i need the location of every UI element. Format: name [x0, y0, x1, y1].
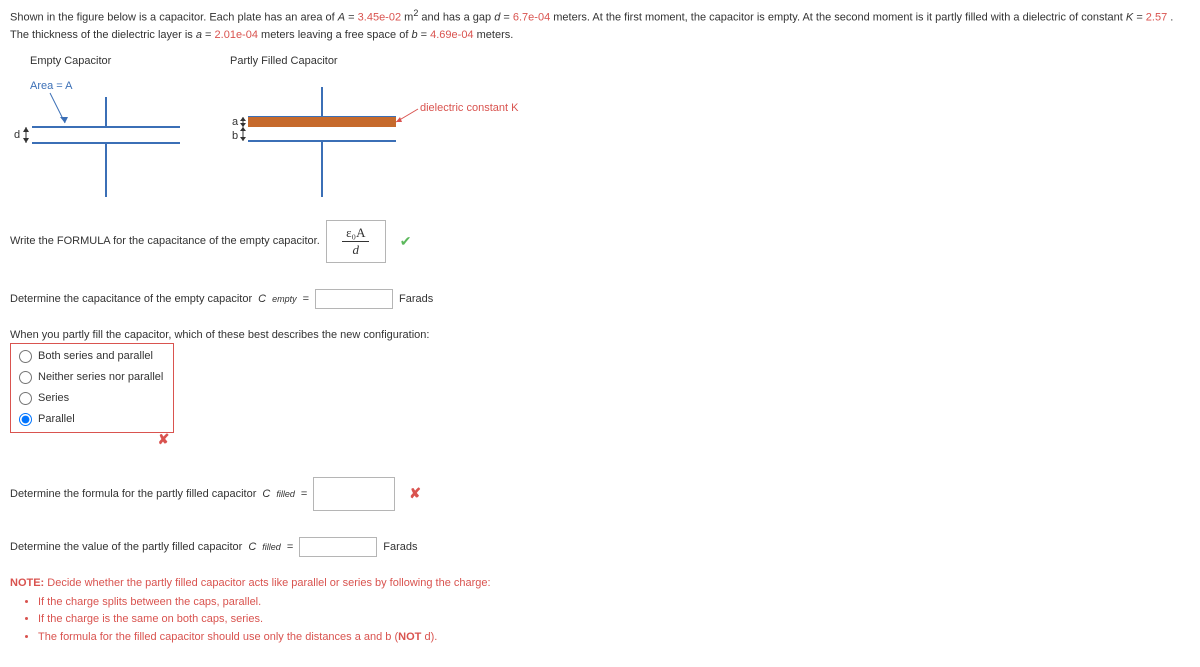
figure-row: Empty Capacitor Area = A d Part [10, 51, 1190, 210]
K-value: 2.57 [1146, 12, 1167, 24]
q5-C: C [248, 541, 256, 553]
empty-capacitor-svg: Area = A d [10, 77, 220, 207]
dielectric-slab [248, 117, 396, 127]
q2-input[interactable] [315, 289, 393, 309]
note-bullet-2: The formula for the filled capacitor sho… [38, 630, 1190, 645]
q3-label-3: Parallel [38, 413, 75, 425]
q5-C-sub: filled [262, 542, 281, 552]
q5-unit: Farads [383, 541, 417, 553]
q3-label-2: Series [38, 392, 69, 404]
q5-input[interactable] [299, 537, 377, 557]
intro-text-3: meters. At the first moment, the capacit… [553, 12, 1126, 24]
intro-text-2: and has a gap [421, 12, 494, 24]
q4-C-sub: filled [276, 489, 295, 499]
q2-row: Determine the capacitance of the empty c… [10, 289, 1190, 309]
a-dim-label: a [232, 116, 239, 128]
q2-unit: Farads [399, 293, 433, 305]
b-dim-bot [240, 137, 246, 141]
q3-option-0[interactable]: Both series and parallel [13, 346, 169, 367]
q1-frac-bot: d [349, 242, 364, 258]
eq-sign: = [348, 12, 357, 24]
a-value: 2.01e-04 [215, 29, 258, 41]
q2-eq: = [303, 293, 309, 305]
q5-row: Determine the value of the partly filled… [10, 537, 1190, 557]
K-label: K [1126, 12, 1133, 24]
q3-option-2[interactable]: Series [13, 388, 169, 409]
q2-C: C [258, 293, 266, 305]
cross-icon: ✘ [409, 485, 421, 502]
q2-prompt: Determine the capacitance of the empty c… [10, 293, 252, 305]
q3-radio-0[interactable] [19, 350, 32, 363]
q2-C-sub: empty [272, 294, 297, 304]
q4-formula-box[interactable] [313, 477, 395, 511]
check-icon: ✔ [400, 233, 412, 250]
q1-row: Write the FORMULA for the capacitance of… [10, 220, 1190, 263]
b-label: b [411, 29, 417, 41]
note-label: NOTE: [10, 577, 44, 589]
page-root: Shown in the figure below is a capacitor… [0, 0, 1200, 667]
q4-row: Determine the formula for the partly fil… [10, 477, 1190, 511]
intro-text-5: meters leaving a free space of [261, 29, 411, 41]
q1-prompt: Write the FORMULA for the capacitance of… [10, 235, 320, 247]
intro-paragraph: Shown in the figure below is a capacitor… [10, 6, 1190, 45]
A-value: 3.45e-02 [358, 12, 401, 24]
q3-block: When you partly fill the capacitor, whic… [10, 329, 1190, 433]
q3-radio-3[interactable] [19, 413, 32, 426]
q1-formula-box[interactable]: ε₀A d [326, 220, 386, 263]
q4-C: C [262, 488, 270, 500]
dielectric-label: dielectric constant K [420, 102, 519, 114]
b-dim-label: b [232, 130, 238, 142]
intro-text-6: meters. [477, 29, 514, 41]
A-unit-sup: 2 [413, 8, 418, 18]
eq-sign: = [421, 29, 430, 41]
d-dim-arrow-bot [23, 138, 29, 143]
q3-label-1: Neither series nor parallel [38, 371, 163, 383]
d-value: 6.7e-04 [513, 12, 550, 24]
a-label: a [196, 29, 202, 41]
intro-text-1: Shown in the figure below is a capacitor… [10, 12, 338, 24]
note-bullet-0: If the charge splits between the caps, p… [38, 595, 1190, 610]
filled-capacitor-svg: a b dielectric constant K [220, 77, 520, 207]
b-dim-top [240, 127, 246, 131]
q1-frac-top: ε₀A [342, 225, 369, 242]
b-value: 4.69e-04 [430, 29, 473, 41]
a-dim-bot [240, 123, 246, 127]
fig-empty-title: Empty Capacitor [10, 55, 220, 67]
note-list: If the charge splits between the caps, p… [10, 595, 1190, 645]
q4-eq: = [301, 488, 307, 500]
A-unit-pre: m [404, 12, 413, 24]
d-dim-label: d [14, 129, 20, 141]
q3-radio-1[interactable] [19, 371, 32, 384]
q3-option-1[interactable]: Neither series nor parallel [13, 367, 169, 388]
d-label: d [494, 12, 500, 24]
fig-empty: Empty Capacitor Area = A d [10, 51, 220, 210]
a-dim-top [240, 117, 246, 121]
q3-option-3[interactable]: Parallel [13, 409, 169, 430]
q3-options-box: Both series and parallel Neither series … [10, 343, 174, 433]
area-label: Area = A [30, 80, 73, 92]
d-dim-arrow-top [23, 127, 29, 132]
fig-filled-title: Partly Filled Capacitor [220, 55, 520, 67]
q3-prompt: When you partly fill the capacitor, whic… [10, 329, 1190, 341]
note-block: NOTE: Decide whether the partly filled c… [10, 577, 1190, 645]
q3-label-0: Both series and parallel [38, 350, 153, 362]
note-text: Decide whether the partly filled capacit… [47, 577, 490, 589]
q4-prompt: Determine the formula for the partly fil… [10, 488, 256, 500]
cross-icon: ✘ [158, 431, 170, 448]
q3-radio-2[interactable] [19, 392, 32, 405]
q5-prompt: Determine the value of the partly filled… [10, 541, 242, 553]
fig-filled: Partly Filled Capacitor a b [220, 51, 520, 210]
A-label: A [338, 12, 345, 24]
q5-eq: = [287, 541, 293, 553]
eq-sign: = [1136, 12, 1145, 24]
note-bullet-1: If the charge is the same on both caps, … [38, 612, 1190, 627]
eq-sign: = [503, 12, 512, 24]
eq-sign: = [205, 29, 214, 41]
